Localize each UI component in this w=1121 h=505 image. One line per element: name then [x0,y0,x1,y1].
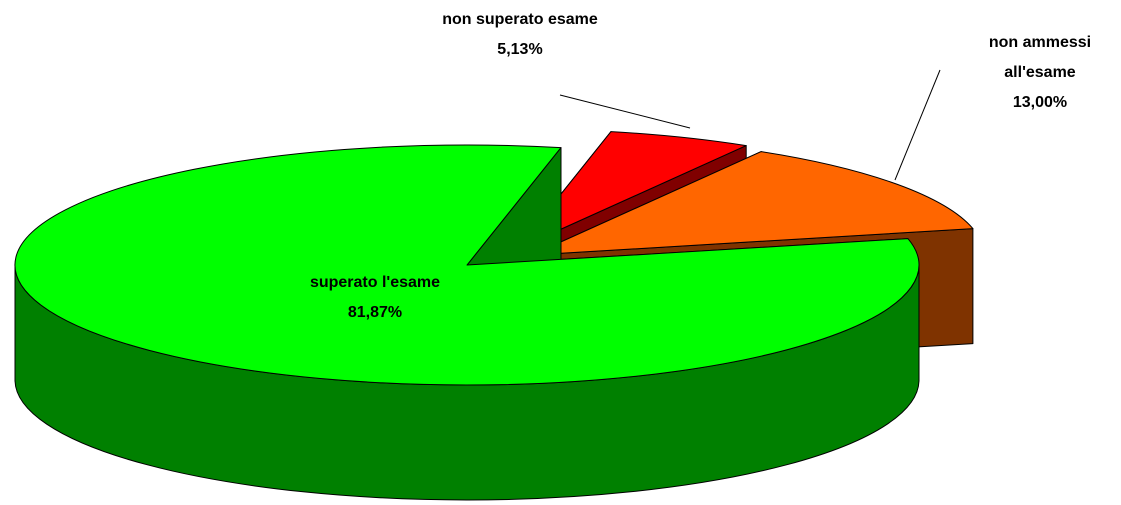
slice [531,151,974,256]
slice-name: superato l'esame [309,274,441,291]
leader-line [894,69,941,181]
slice [14,144,920,501]
data-label: superato l'esame 81,87% [310,268,440,328]
slice-value: 5,13% [497,41,543,58]
slice-name: non ammessi all'esame [988,34,1092,81]
slice-name: non superato esame [442,11,598,28]
slice [516,131,747,250]
slice-value: 13,00% [1012,94,1068,111]
leader-line [559,94,691,129]
data-label: non superato esame 5,13% [442,5,598,65]
slice [14,144,920,386]
slice-value: 81,87% [347,304,403,321]
data-label: non ammessi all'esame 13,00% [975,28,1105,118]
